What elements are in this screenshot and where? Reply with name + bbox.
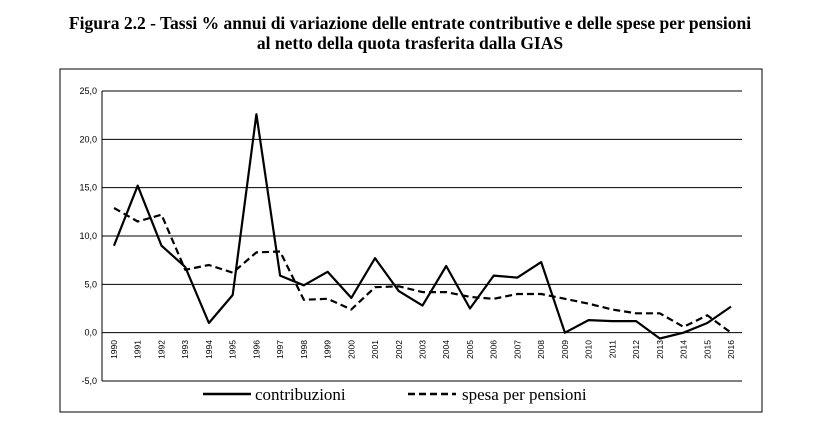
series-lines (112, 113, 732, 340)
x-tick-label: 2014 (679, 340, 689, 359)
x-tick-label: 2012 (631, 340, 641, 359)
x-tick-label: 2005 (465, 340, 475, 359)
x-tick-label: 1998 (299, 340, 309, 359)
y-axis-ticks: 25,0 20,0 15,0 10,0 5,0 0,0 -5,0 (79, 86, 97, 386)
series-line-spesa-per-pensioni (113, 207, 732, 334)
x-tick-label: 2006 (489, 340, 499, 359)
x-tick-label: 1999 (323, 340, 333, 359)
legend: contribuzioni spesa per pensioni (203, 385, 587, 404)
y-tick-label: 20,0 (79, 134, 97, 144)
y-tick-label: 0,0 (84, 328, 97, 338)
x-tick-label: 2003 (418, 340, 428, 359)
x-tick-label: 2000 (346, 340, 356, 359)
x-tick-label: 1997 (275, 340, 285, 359)
y-tick-label: 10,0 (79, 231, 97, 241)
x-tick-label: 1992 (156, 340, 166, 359)
series-line-contribuzioni (112, 113, 732, 340)
legend-label: spesa per pensioni (462, 385, 587, 404)
x-tick-label: 2016 (726, 340, 736, 359)
x-tick-label: 2013 (655, 340, 665, 359)
x-tick-label: 2002 (394, 340, 404, 359)
x-axis-ticks: 1990 1991 1992 1993 1994 1995 1996 1997 1998 1999… (109, 340, 736, 359)
x-tick-label: 2009 (560, 340, 570, 359)
x-tick-label: 1994 (204, 340, 214, 359)
x-tick-label: 2011 (607, 340, 617, 359)
grid-lines (101, 90, 742, 382)
x-tick-label: 1993 (180, 340, 190, 359)
x-tick-label: 1990 (109, 340, 119, 359)
y-tick-label: -5,0 (81, 376, 97, 386)
x-tick-label: 2001 (370, 340, 380, 359)
x-tick-label: 1996 (251, 340, 261, 359)
y-tick-label: 25,0 (79, 86, 97, 96)
chart-title-line2: al netto della quota trasferita dalla GI… (256, 33, 564, 53)
x-tick-label: 2008 (536, 340, 546, 359)
chart-title-line1: Figura 2.2 - Tassi % annui di variazione… (68, 13, 752, 33)
x-tick-label: 1991 (133, 340, 143, 359)
x-tick-label: 2007 (512, 340, 522, 359)
y-tick-label: 5,0 (84, 279, 97, 289)
legend-label: contribuzioni (255, 385, 346, 404)
x-tick-label: 2015 (702, 340, 712, 359)
x-tick-label: 2004 (441, 340, 451, 359)
y-tick-label: 15,0 (79, 183, 97, 193)
x-tick-label: 2010 (584, 340, 594, 359)
chart-frame (59, 68, 763, 413)
x-tick-label: 1995 (228, 340, 238, 359)
